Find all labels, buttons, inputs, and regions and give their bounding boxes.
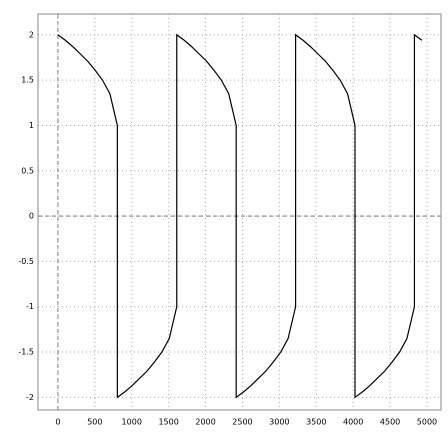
y-tick-label: 0.5 bbox=[21, 166, 34, 175]
x-tick-label: 3000 bbox=[269, 418, 289, 427]
line bbox=[57, 33, 423, 399]
x-tick-label: 1500 bbox=[158, 418, 178, 427]
x-tick-label: 3500 bbox=[306, 418, 326, 427]
y-tick-label: 2 bbox=[29, 30, 34, 39]
x-tick-label: 1000 bbox=[122, 418, 142, 427]
y-tick-label: -1.5 bbox=[18, 348, 34, 357]
x-tick-label: 0 bbox=[55, 418, 60, 427]
y-tick-label: 1.5 bbox=[21, 76, 34, 85]
y-tick-label: 0 bbox=[29, 212, 34, 221]
y-tick-label: -2 bbox=[26, 393, 34, 402]
plot-frame bbox=[37, 13, 442, 411]
y-tick-label: -0.5 bbox=[18, 257, 34, 266]
x-tick-label: 2000 bbox=[195, 418, 215, 427]
x-tick-label: 500 bbox=[87, 418, 102, 427]
y-tick-label: 1 bbox=[29, 121, 34, 130]
x-tick-label: 2500 bbox=[232, 418, 252, 427]
x-tick-label: 4500 bbox=[380, 418, 400, 427]
x-tick-label: 5000 bbox=[417, 418, 437, 427]
y-tick-label: -1 bbox=[26, 302, 34, 311]
x-tick-label: 4000 bbox=[343, 418, 363, 427]
